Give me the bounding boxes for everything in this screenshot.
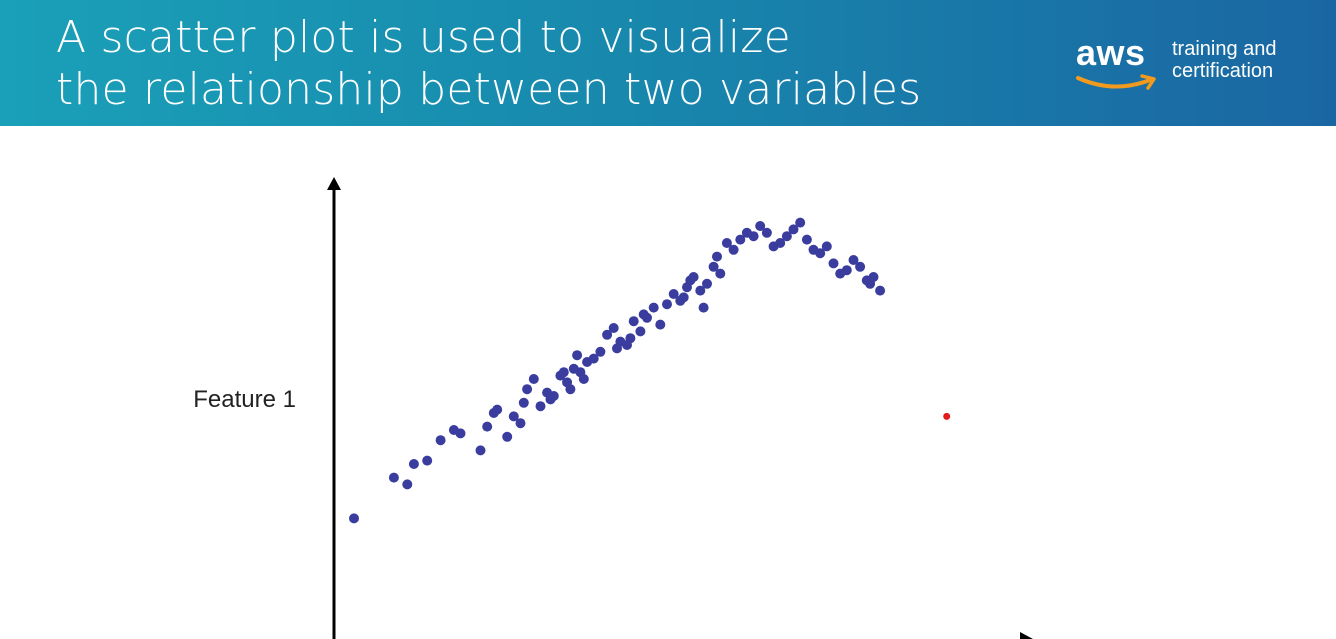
- data-point: [775, 238, 786, 248]
- slide-title-line-1: A scatter plot is used to visualize: [56, 12, 791, 63]
- data-point: [781, 231, 792, 242]
- data-point: [848, 255, 859, 265]
- slide-title-line-2: the relationship between two variables: [56, 64, 922, 115]
- data-point: [595, 346, 606, 357]
- data-point: [455, 428, 466, 439]
- scatter-plot: Feature 1: [193, 177, 1033, 639]
- data-point: [728, 244, 739, 255]
- data-point: [635, 326, 646, 337]
- red-marker-dot: [943, 412, 951, 420]
- logo-wordmark: aws: [1076, 32, 1146, 73]
- data-point: [678, 292, 689, 303]
- data-point: [715, 268, 726, 279]
- data-point: [688, 272, 699, 282]
- chart-panel: Feature 1: [0, 126, 1336, 639]
- data-point: [402, 479, 413, 490]
- data-point: [708, 261, 719, 272]
- data-point: [558, 367, 569, 378]
- data-point: [662, 299, 672, 310]
- data-point: [795, 217, 806, 228]
- data-point: [588, 353, 599, 364]
- data-point: [518, 397, 529, 408]
- slide-title: A scatter plot is used to visualize the …: [56, 12, 921, 116]
- data-point: [628, 316, 639, 327]
- aws-training-logo: aws training and certification: [1074, 32, 1304, 96]
- data-point: [572, 350, 583, 361]
- data-point: [841, 265, 852, 276]
- data-point: [855, 261, 866, 272]
- data-point: [648, 302, 659, 313]
- data-point: [702, 278, 712, 289]
- logo-text-line-1: training and: [1172, 38, 1277, 60]
- data-point: [602, 329, 613, 340]
- data-point: [735, 234, 746, 245]
- y-axis-label: Feature 1: [193, 386, 296, 413]
- data-point: [535, 401, 546, 412]
- data-point: [698, 302, 709, 313]
- data-point: [668, 289, 679, 299]
- data-point: [821, 241, 832, 252]
- data-point: [422, 455, 433, 466]
- data-point: [761, 227, 772, 238]
- data-point: [748, 231, 759, 242]
- data-point: [565, 384, 576, 395]
- data-point: [721, 238, 732, 248]
- chart-annotations: [943, 412, 951, 420]
- data-point: [508, 411, 519, 422]
- data-point: [578, 374, 589, 384]
- data-point: [695, 285, 706, 296]
- data-point: [655, 319, 666, 330]
- data-point: [528, 374, 539, 384]
- data-point: [388, 472, 399, 483]
- data-point: [435, 435, 446, 446]
- data-point: [788, 224, 799, 235]
- data-point: [625, 333, 636, 344]
- data-point: [515, 418, 526, 429]
- aws-smile-icon: [1076, 74, 1156, 90]
- data-point: [502, 431, 513, 442]
- y-axis-arrow-icon: [327, 177, 341, 190]
- data-point: [548, 391, 559, 401]
- data-point: [815, 248, 826, 259]
- title-banner: A scatter plot is used to visualize the …: [0, 0, 1336, 126]
- data-point: [875, 285, 886, 296]
- data-point: [408, 459, 419, 469]
- logo-text-line-2: certification: [1172, 60, 1274, 82]
- data-point: [482, 421, 493, 432]
- data-point: [828, 258, 839, 269]
- x-axis-arrow-icon: [1020, 632, 1033, 639]
- data-point: [868, 272, 879, 282]
- data-point: [475, 445, 486, 456]
- data-points: [349, 217, 886, 524]
- data-point: [755, 221, 766, 231]
- data-point: [492, 404, 503, 415]
- data-point: [642, 312, 652, 323]
- data-point: [801, 234, 812, 245]
- data-point: [349, 513, 359, 524]
- data-point: [712, 251, 722, 262]
- data-point: [522, 384, 533, 395]
- data-point: [608, 323, 619, 333]
